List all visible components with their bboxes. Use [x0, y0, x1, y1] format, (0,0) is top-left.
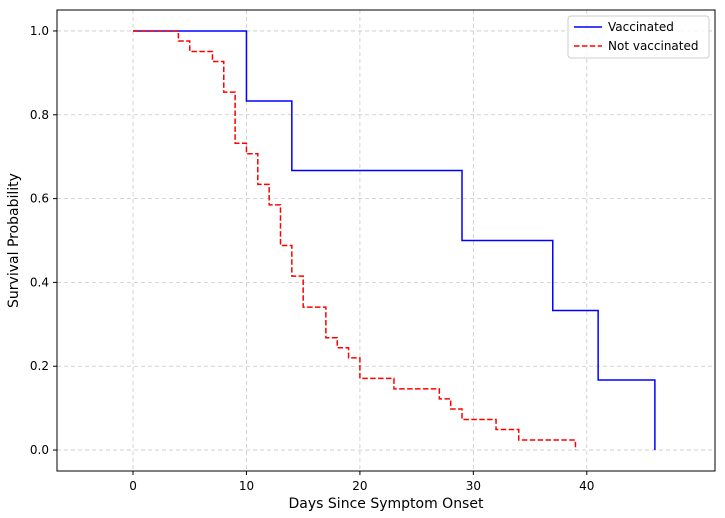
series-line-vaccinated	[133, 30, 656, 451]
y-tick-label: 0.0	[30, 443, 49, 457]
legend-box	[567, 15, 710, 59]
axis-ticks: 0 10 20 30 40 0.0 0.2 0.4 0.6 0.8 1.0	[30, 24, 595, 493]
series-line-not-vaccinated	[133, 30, 577, 451]
x-tick-label: 10	[239, 479, 254, 493]
y-tick-label: 0.2	[30, 359, 49, 373]
x-tick-label: 30	[466, 479, 481, 493]
legend-label-not-vaccinated: Not vaccinated	[608, 39, 699, 53]
plot-area-frame	[56, 9, 716, 472]
x-tick-label: 20	[352, 479, 367, 493]
x-tick-label: 0	[129, 479, 137, 493]
series-lines	[133, 30, 656, 451]
y-tick-label: 0.4	[30, 275, 49, 289]
y-tick-label: 0.6	[30, 192, 49, 206]
legend-label-vaccinated: Vaccinated	[608, 20, 674, 34]
legend: Vaccinated Not vaccinated	[567, 15, 710, 59]
y-tick-label: 0.8	[30, 108, 49, 122]
x-tick-label: 40	[579, 479, 594, 493]
y-tick-label: 1.0	[30, 24, 49, 38]
x-axis-label: Days Since Symptom Onset	[289, 496, 484, 512]
y-axis-label: Survival Probability	[6, 173, 22, 308]
